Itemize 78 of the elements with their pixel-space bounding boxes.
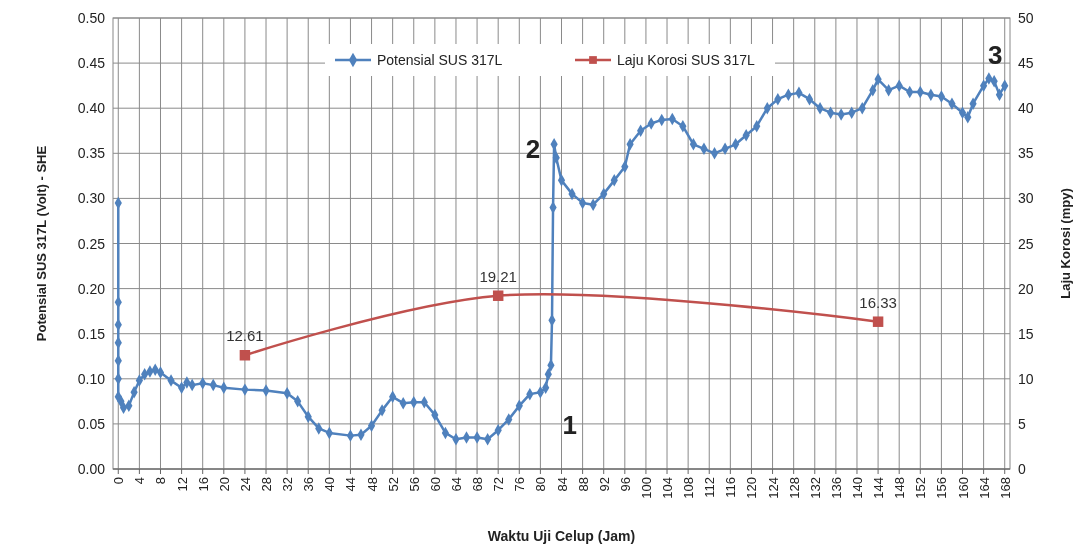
x-tick-label: 116 xyxy=(723,477,739,498)
x-tick-label: 52 xyxy=(385,477,401,492)
x-tick-label: 140 xyxy=(849,477,865,499)
x-tick-label: 24 xyxy=(237,477,253,492)
y2-tick-label: 45 xyxy=(1018,55,1034,72)
y-tick-label: 0.45 xyxy=(77,55,106,72)
x-tick-label: 160 xyxy=(955,477,971,499)
x-tick-label: 120 xyxy=(744,477,760,499)
x-tick-label: 152 xyxy=(913,477,929,499)
y-tick-label: 0.25 xyxy=(77,235,106,252)
x-tick-label: 132 xyxy=(807,477,823,499)
x-tick-label: 156 xyxy=(934,477,950,499)
x-tick-label: 28 xyxy=(259,477,275,492)
y-tick-label: 0.05 xyxy=(77,415,106,432)
x-tick-label: 8 xyxy=(153,477,169,485)
x-tick-label: 84 xyxy=(554,477,570,492)
x-axis-title: Waktu Uji Celup (Jam) xyxy=(487,528,636,544)
y2-tick-label: 35 xyxy=(1018,145,1034,162)
x-tick-label: 16 xyxy=(195,477,211,492)
x-tick-label: 108 xyxy=(681,477,697,499)
x-tick-label: 36 xyxy=(301,477,317,492)
y-axis-title: Potensial SUS 317L (Volt) - SHE xyxy=(34,145,49,342)
y2-tick-label: 5 xyxy=(1018,415,1026,432)
x-tick-label: 32 xyxy=(280,477,296,492)
y2-tick-label: 30 xyxy=(1018,190,1034,207)
y-tick-label: 0.50 xyxy=(77,10,106,26)
x-tick-label: 72 xyxy=(491,477,507,492)
x-tick-label: 20 xyxy=(216,477,232,492)
legend-label: Potensial SUS 317L xyxy=(377,52,503,68)
annotation: 3 xyxy=(987,40,1003,71)
point xyxy=(492,290,504,301)
y2-tick-label: 20 xyxy=(1018,280,1034,297)
y-tick-label: 0.15 xyxy=(77,325,106,342)
x-tick-label: 88 xyxy=(575,477,591,492)
y2-tick-label: 10 xyxy=(1018,370,1034,387)
y2-tick-label: 50 xyxy=(1018,10,1034,26)
x-tick-label: 60 xyxy=(427,477,443,492)
y2-tick-label: 15 xyxy=(1018,325,1034,342)
legend-label: Laju Korosi SUS 317L xyxy=(617,52,755,68)
x-tick-label: 44 xyxy=(343,477,359,492)
y-tick-label: 0.40 xyxy=(77,100,106,117)
y-tick-label: 0.30 xyxy=(77,190,106,207)
x-tick-label: 68 xyxy=(470,477,486,492)
x-tick-label: 96 xyxy=(617,477,633,492)
x-tick-label: 148 xyxy=(892,477,908,499)
y2-axis-title: Laju Korosi (mpy) xyxy=(1058,188,1073,299)
y-tick-label: 0.20 xyxy=(77,280,106,297)
x-tick-label: 12 xyxy=(174,477,190,492)
x-tick-label: 80 xyxy=(533,477,549,492)
y2-tick-label: 40 xyxy=(1018,100,1034,117)
point xyxy=(872,316,884,327)
data-label: 12.61 xyxy=(226,327,264,345)
x-tick-label: 64 xyxy=(448,477,464,492)
x-tick-label: 0 xyxy=(111,477,127,485)
x-tick-label: 128 xyxy=(786,477,802,499)
x-tick-label: 168 xyxy=(997,477,1013,499)
data-label: 19.21 xyxy=(479,267,517,285)
x-tick-label: 92 xyxy=(596,477,612,492)
x-tick-label: 40 xyxy=(322,477,338,492)
x-tick-label: 104 xyxy=(660,477,676,499)
point xyxy=(239,350,251,361)
x-tick-label: 112 xyxy=(702,477,718,498)
x-tick-label: 124 xyxy=(765,477,781,499)
x-tick-label: 56 xyxy=(406,477,422,492)
y2-tick-label: 25 xyxy=(1018,235,1034,252)
x-tick-label: 4 xyxy=(132,477,148,485)
x-tick-label: 144 xyxy=(871,477,887,499)
y-tick-label: 0.00 xyxy=(77,461,106,477)
y-tick-label: 0.35 xyxy=(77,145,106,162)
x-tick-label: 100 xyxy=(638,477,654,499)
annotation: 1 xyxy=(562,410,577,441)
x-tick-label: 48 xyxy=(364,477,380,492)
annotation: 2 xyxy=(525,134,541,165)
x-tick-label: 164 xyxy=(976,477,992,499)
x-tick-label: 76 xyxy=(512,477,528,492)
data-label: 16.33 xyxy=(859,293,897,311)
x-tick-label: 136 xyxy=(828,477,844,499)
y-tick-label: 0.10 xyxy=(77,370,106,387)
